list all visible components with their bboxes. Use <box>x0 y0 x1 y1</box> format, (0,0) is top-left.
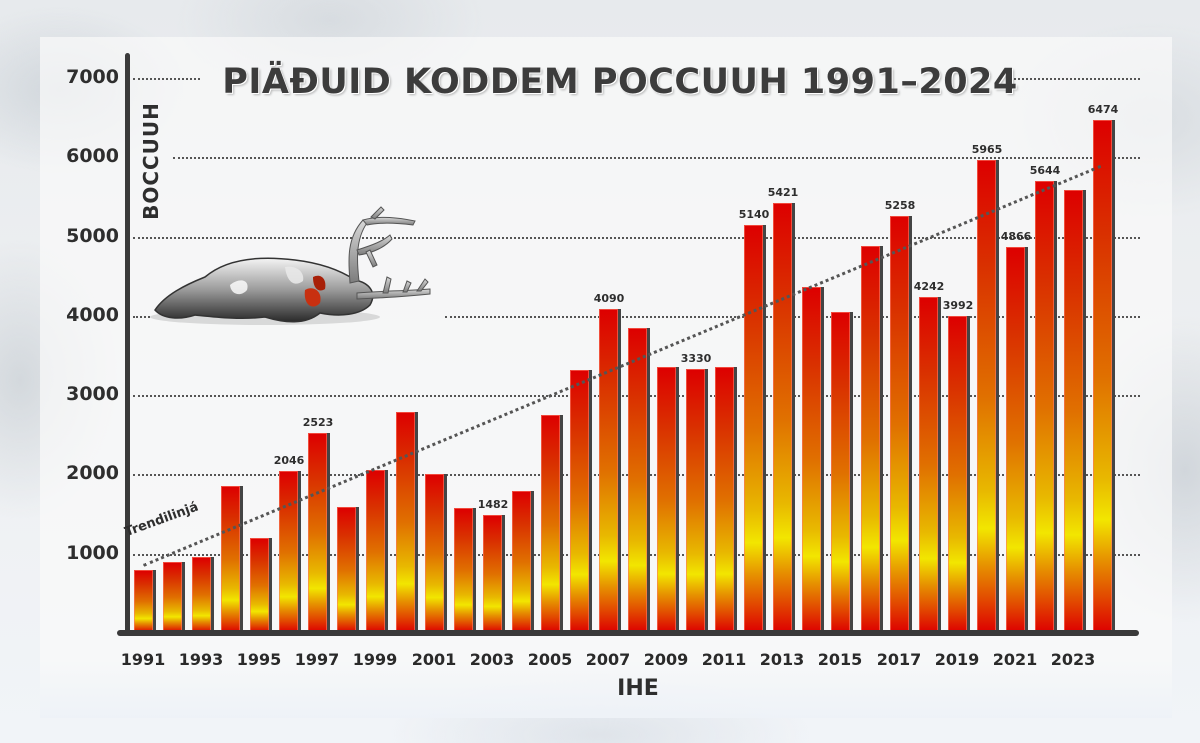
bar-1998 <box>337 507 356 633</box>
x-tick-label: 2001 <box>411 650 457 669</box>
reindeer-icon <box>150 206 431 325</box>
bar-2003 <box>483 515 502 633</box>
bar-1996 <box>279 471 298 633</box>
bar-2000 <box>396 412 415 633</box>
x-tick-label: 1995 <box>236 650 282 669</box>
panel-fade <box>40 660 1172 718</box>
bar-2021 <box>1006 247 1025 633</box>
y-axis-title: BOCCUUH <box>139 102 163 220</box>
gridline-7000 <box>133 78 200 80</box>
x-tick-label: 2011 <box>701 650 747 669</box>
bar-2019 <box>948 316 967 633</box>
y-axis-line <box>125 53 130 636</box>
bar-2004 <box>512 491 531 633</box>
bar-2023 <box>1064 190 1083 633</box>
gridline-4000 <box>133 316 150 318</box>
bar-1995 <box>250 538 269 633</box>
x-tick-label: 1997 <box>294 650 340 669</box>
bar-value-label: 5258 <box>884 199 916 212</box>
chart-title: PIÄÐUID KODDEM POCCUUH 1991–2024 <box>222 62 1018 102</box>
gridline-6000 <box>173 157 1140 159</box>
bar-value-label: 3992 <box>942 299 974 312</box>
x-tick-label: 2017 <box>876 650 922 669</box>
x-tick-label: 2021 <box>992 650 1038 669</box>
y-tick-label: 7000 <box>66 66 119 88</box>
x-tick-label: 1991 <box>120 650 166 669</box>
bar-2005 <box>541 415 560 633</box>
bar-2011 <box>715 367 734 633</box>
bar-2017 <box>890 216 909 633</box>
bar-2015 <box>831 312 850 633</box>
bar-2001 <box>425 474 444 633</box>
bar-1997 <box>308 433 327 633</box>
bar-2022 <box>1035 181 1054 633</box>
bar-2024 <box>1093 120 1112 633</box>
bar-2014 <box>802 287 821 633</box>
bar-2009 <box>657 367 676 633</box>
x-tick-label: 1999 <box>352 650 398 669</box>
gridline-7000 <box>1010 78 1140 80</box>
bar-value-label: 4242 <box>913 280 945 293</box>
x-tick-label: 2003 <box>469 650 515 669</box>
x-tick-label: 2023 <box>1050 650 1096 669</box>
bar-2012 <box>744 225 763 633</box>
bar-2016 <box>861 246 880 633</box>
bar-value-label: 6474 <box>1087 103 1119 116</box>
bar-value-label: 5421 <box>767 186 799 199</box>
y-tick-label: 4000 <box>66 304 119 326</box>
y-tick-label: 3000 <box>66 383 119 405</box>
bar-2018 <box>919 297 938 633</box>
bar-value-label: 3330 <box>680 352 712 365</box>
bar-1993 <box>192 557 211 633</box>
y-tick-label: 1000 <box>66 542 119 564</box>
bar-1992 <box>163 562 182 633</box>
x-tick-label: 2009 <box>643 650 689 669</box>
bar-2007 <box>599 309 618 633</box>
x-tick-label: 2015 <box>817 650 863 669</box>
bar-value-label: 1482 <box>477 498 509 511</box>
bar-value-label: 5644 <box>1029 164 1061 177</box>
bar-value-label: 4866 <box>1000 230 1032 243</box>
bar-value-label: 2046 <box>273 454 305 467</box>
x-tick-label: 2005 <box>527 650 573 669</box>
y-tick-label: 5000 <box>66 225 119 247</box>
x-tick-label: 1993 <box>178 650 224 669</box>
bar-1999 <box>366 470 385 633</box>
bar-value-label: 5965 <box>971 143 1003 156</box>
x-axis-title: IHE <box>617 676 659 701</box>
bar-1991 <box>134 570 153 633</box>
gridline-4000 <box>445 316 1140 318</box>
x-tick-label: 2007 <box>585 650 631 669</box>
x-tick-label: 2013 <box>759 650 805 669</box>
bar-1994 <box>221 486 240 633</box>
bar-2008 <box>628 328 647 633</box>
bar-2013 <box>773 203 792 633</box>
x-tick-label: 2019 <box>934 650 980 669</box>
bar-value-label: 4090 <box>593 292 625 305</box>
bar-value-label: 2523 <box>302 416 334 429</box>
y-tick-label: 2000 <box>66 462 119 484</box>
x-axis-line <box>117 630 1139 636</box>
gridline-5000 <box>133 237 1140 239</box>
bar-2010 <box>686 369 705 633</box>
y-tick-label: 6000 <box>66 145 119 167</box>
bar-value-label: 5140 <box>738 208 770 221</box>
bar-2006 <box>570 370 589 633</box>
bar-2002 <box>454 508 473 633</box>
